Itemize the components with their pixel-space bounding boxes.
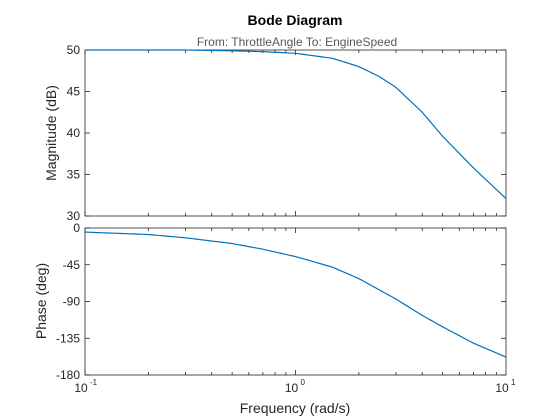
frequency-tick-exponent: 0 — [301, 378, 306, 387]
phase-ytick-label: -135 — [56, 331, 80, 345]
phase-ytick-label: -180 — [56, 368, 80, 382]
phase-y-ticks: -180 -135 -90 -45 0 — [56, 221, 506, 382]
phase-curve — [84, 231, 507, 358]
frequency-tick-label: 10 — [285, 381, 299, 395]
magnitude-ytick-label: 35 — [67, 168, 81, 182]
phase-plot-frame — [84, 227, 507, 376]
magnitude-axis-label: Magnitude (dB) — [43, 85, 59, 181]
magnitude-y-ticks: 30 35 40 45 50 — [67, 43, 506, 223]
magnitude-ytick-label: 45 — [67, 85, 81, 99]
magnitude-ytick-label: 40 — [67, 126, 81, 140]
chart-subtitle: From: ThrottleAngle To: EngineSpeed — [197, 35, 397, 49]
magnitude-plot-frame — [84, 49, 507, 217]
phase-ytick-label: -90 — [63, 295, 81, 309]
chart-title: Bode Diagram — [248, 12, 343, 28]
magnitude-curve — [85, 49, 507, 200]
phase-ytick-label: -45 — [63, 258, 81, 272]
magnitude-ytick-label: 50 — [67, 43, 81, 57]
magnitude-ytick-label: 30 — [67, 209, 81, 223]
phase-ytick-label: 0 — [73, 221, 80, 235]
frequency-tick-label: 10 — [495, 381, 509, 395]
frequency-axis-label: Frequency (rad/s) — [240, 400, 350, 416]
frequency-tick-exponent: -1 — [90, 378, 98, 387]
phase-axis-label: Phase (deg) — [33, 263, 49, 339]
frequency-tick-exponent: 1 — [511, 378, 516, 387]
frequency-ticks: 10 -1 10 0 10 1 — [74, 50, 516, 395]
frequency-tick-label: 10 — [74, 381, 88, 395]
